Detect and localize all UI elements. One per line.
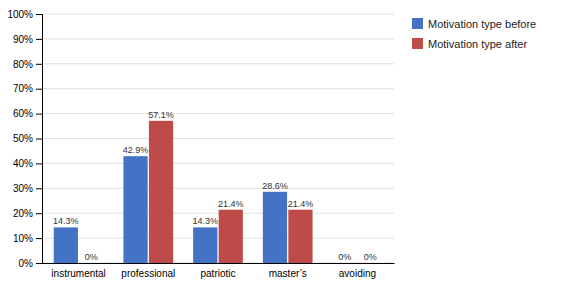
legend: Motivation type before Motivation type af…: [412, 18, 536, 50]
legend-label: Motivation type after: [428, 38, 527, 50]
bar: [123, 156, 147, 263]
legend-item: Motivation type after: [412, 38, 527, 50]
grid-line: [42, 14, 394, 15]
data-label: 21.4%: [218, 199, 244, 209]
y-tick-mark: [36, 163, 42, 164]
x-tick-label: instrumental: [51, 268, 105, 279]
x-tick: patriotic: [200, 268, 235, 279]
y-tick: 10%: [13, 233, 42, 244]
y-tick-mark: [36, 89, 42, 90]
y-tick-mark: [36, 64, 42, 65]
bar: [193, 227, 217, 263]
legend-label: Motivation type before: [428, 18, 536, 30]
legend-swatch: [412, 18, 423, 29]
bar: [79, 263, 103, 264]
bar: [288, 210, 312, 263]
grid: [42, 14, 394, 263]
legend-swatch: [412, 38, 423, 49]
x-tick-label: professional: [121, 268, 175, 279]
y-tick: 60%: [13, 108, 42, 119]
x-tick-label: avoiding: [339, 268, 376, 279]
data-label: 14.3%: [192, 216, 218, 226]
x-tick: master’s: [269, 268, 307, 279]
y-tick-label: 40%: [13, 158, 33, 169]
grid-line: [42, 63, 394, 64]
y-tick-mark: [36, 213, 42, 214]
x-axis: instrumental professional patriotic master’…: [43, 264, 395, 280]
grid-line: [42, 138, 394, 139]
chart: 0% 10% 20% 30% 40% 50% 60% 70% 80% 90% 100% instrum…: [0, 0, 564, 289]
y-tick-label: 50%: [13, 133, 33, 144]
y-tick-mark: [36, 14, 42, 15]
data-label: 57.1%: [148, 110, 174, 120]
grid-line: [42, 263, 394, 264]
y-tick-mark: [36, 263, 42, 264]
grid-line: [42, 213, 394, 214]
y-tick-mark: [36, 114, 42, 115]
y-tick-label: 60%: [13, 108, 33, 119]
bar: [219, 210, 243, 263]
data-labels: 14.3% 42.9% 14.3% 28.6% 0% 0% 57.1% 21.4% 21.4% 0…: [53, 110, 377, 262]
bar: [333, 263, 357, 264]
y-tick-mark: [36, 238, 42, 239]
x-tick-label: patriotic: [200, 268, 235, 279]
bar: [263, 192, 287, 263]
y-tick-mark: [36, 39, 42, 40]
x-axis-line: [43, 263, 395, 264]
x-tick: avoiding: [339, 268, 376, 279]
x-tick-label: master’s: [269, 268, 307, 279]
data-label: 42.9%: [123, 145, 149, 155]
y-tick-label: 20%: [13, 208, 33, 219]
plot: 0% 10% 20% 30% 40% 50% 60% 70% 80% 90% 100% instrum…: [7, 9, 394, 279]
bar: [358, 263, 382, 264]
data-label: 28.6%: [262, 181, 288, 191]
data-label: 0%: [338, 252, 351, 262]
y-tick: 50%: [13, 133, 42, 144]
y-tick: 70%: [13, 83, 42, 94]
x-tick: professional: [121, 268, 175, 279]
y-tick-label: 30%: [13, 183, 33, 194]
x-tick: instrumental: [51, 268, 105, 279]
y-tick: 90%: [13, 34, 42, 45]
y-axis-line: [36, 15, 43, 264]
data-label: 14.3%: [53, 216, 79, 226]
bars: [54, 121, 313, 263]
y-tick: 30%: [13, 183, 42, 194]
grid-line: [42, 163, 394, 164]
y-axis: 0% 10% 20% 30% 40% 50% 60% 70% 80% 90% 100%: [7, 9, 42, 269]
y-tick: 20%: [13, 208, 42, 219]
y-tick: 80%: [13, 59, 42, 70]
data-label: 21.4%: [288, 199, 314, 209]
bar: [54, 227, 78, 263]
legend-item: Motivation type before: [412, 18, 536, 30]
y-tick-label: 10%: [13, 233, 33, 244]
y-tick-mark: [36, 139, 42, 140]
bar: [149, 121, 173, 263]
grid-line: [42, 38, 394, 39]
grid-line: [42, 88, 394, 89]
y-tick: 40%: [13, 158, 42, 169]
y-tick-label: 90%: [13, 34, 33, 45]
grid-line: [42, 238, 394, 239]
data-label: 0%: [85, 252, 98, 262]
y-tick-label: 80%: [13, 59, 33, 70]
grid-line: [42, 113, 394, 114]
y-tick-label: 70%: [13, 83, 33, 94]
grid-line: [42, 188, 394, 189]
y-tick: 0%: [19, 258, 42, 269]
y-tick: 100%: [7, 9, 42, 20]
data-label: 0%: [364, 252, 377, 262]
y-tick-mark: [36, 188, 42, 189]
y-tick-label: 100%: [7, 9, 33, 20]
y-tick-label: 0%: [19, 258, 34, 269]
